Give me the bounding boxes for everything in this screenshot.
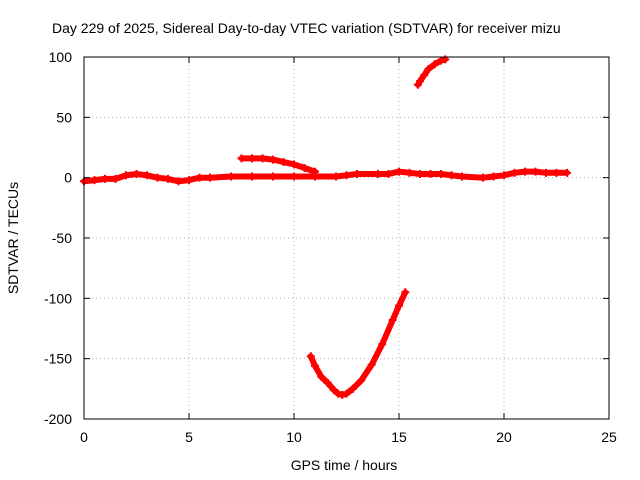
data-point <box>416 77 424 86</box>
grid-lines <box>84 57 609 419</box>
data-point <box>317 372 326 381</box>
data-point <box>195 173 204 182</box>
data-series <box>80 55 571 399</box>
data-point <box>531 167 540 176</box>
data-point <box>332 172 340 181</box>
data-point <box>395 301 403 310</box>
data-point <box>378 340 387 349</box>
data-point <box>290 172 298 181</box>
data-point <box>306 352 315 361</box>
data-point <box>248 154 256 163</box>
data-point <box>416 170 424 179</box>
data-point <box>437 170 445 179</box>
data-point <box>143 171 151 180</box>
data-point <box>300 164 309 173</box>
data-point <box>269 155 277 164</box>
data-point <box>426 170 435 179</box>
data-point <box>90 176 99 185</box>
y-tick-label: 100 <box>49 49 73 65</box>
data-point <box>334 389 343 398</box>
data-point <box>248 172 256 181</box>
data-point <box>458 172 466 181</box>
data-point <box>122 171 130 180</box>
data-point <box>489 172 498 181</box>
y-tick-labels: 100 50 0 -50 -100 -150 -200 <box>44 49 72 427</box>
data-point <box>279 157 288 166</box>
data-point <box>395 167 403 176</box>
y-tick-label: -100 <box>44 290 72 306</box>
data-point <box>437 56 445 65</box>
x-tick-label: 20 <box>496 429 512 445</box>
x-tick-label: 15 <box>391 429 407 445</box>
y-tick-label: 0 <box>64 170 72 186</box>
data-point <box>353 170 361 179</box>
y-axis-label: SDTVAR / TECUs <box>5 182 21 294</box>
x-tick-label: 10 <box>286 429 302 445</box>
data-point <box>185 176 193 185</box>
x-tick-labels: 0 5 10 15 20 25 <box>80 429 617 445</box>
data-point <box>405 168 414 177</box>
axis-ticks <box>83 56 610 420</box>
data-point <box>323 378 332 387</box>
data-point <box>500 171 508 180</box>
x-tick-label: 25 <box>601 429 617 445</box>
data-point <box>401 288 410 297</box>
data-point <box>237 154 246 163</box>
x-tick-label: 0 <box>80 429 88 445</box>
data-point <box>563 168 571 177</box>
plot-frame <box>83 56 610 420</box>
data-point <box>552 168 561 177</box>
data-point <box>311 167 319 176</box>
data-point <box>174 177 183 186</box>
data-point <box>510 168 519 177</box>
y-tick-label: -200 <box>44 411 72 427</box>
data-point <box>424 65 433 74</box>
x-axis-label: GPS time / hours <box>291 457 398 473</box>
y-tick-label: 50 <box>56 109 72 125</box>
data-point <box>348 384 357 393</box>
data-point <box>479 173 487 182</box>
data-point <box>111 174 120 183</box>
data-point <box>311 361 319 370</box>
data-point <box>153 173 162 182</box>
data-point <box>367 360 376 369</box>
y-tick-label: -150 <box>44 351 72 367</box>
data-point <box>447 171 456 180</box>
data-point <box>206 173 214 182</box>
data-point <box>269 172 277 181</box>
data-point <box>521 167 529 176</box>
data-point <box>227 172 235 181</box>
data-point <box>542 168 550 177</box>
data-point <box>338 390 347 399</box>
data-point <box>132 170 141 179</box>
x-tick-label: 5 <box>185 429 193 445</box>
data-point <box>430 60 439 69</box>
data-point <box>164 174 172 183</box>
data-point <box>374 170 382 179</box>
data-point <box>342 389 351 398</box>
data-point <box>329 386 338 395</box>
data-point <box>342 171 351 180</box>
data-point <box>384 170 393 179</box>
data-point <box>101 174 109 183</box>
y-tick-label: -50 <box>52 230 72 246</box>
data-point <box>420 71 429 80</box>
data-point <box>258 154 267 163</box>
data-point <box>290 160 298 169</box>
chart-title: Day 229 of 2025, Sidereal Day-to-day VTE… <box>52 20 561 36</box>
data-point <box>388 316 397 325</box>
data-point <box>357 376 366 385</box>
